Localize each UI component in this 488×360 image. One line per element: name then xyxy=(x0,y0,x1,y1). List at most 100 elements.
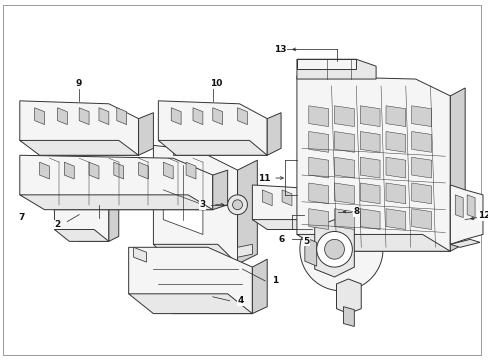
Text: 9: 9 xyxy=(76,78,82,87)
Polygon shape xyxy=(336,279,361,314)
Text: 12: 12 xyxy=(477,211,488,220)
Text: 4: 4 xyxy=(237,296,243,305)
Polygon shape xyxy=(237,160,257,264)
Polygon shape xyxy=(138,162,148,179)
Polygon shape xyxy=(20,140,138,155)
Polygon shape xyxy=(301,190,311,206)
Polygon shape xyxy=(128,294,252,314)
Polygon shape xyxy=(59,185,74,200)
Polygon shape xyxy=(99,108,109,125)
Polygon shape xyxy=(163,162,173,179)
Text: 3: 3 xyxy=(200,200,205,209)
Polygon shape xyxy=(343,307,354,327)
Polygon shape xyxy=(326,193,338,229)
Polygon shape xyxy=(186,162,196,179)
Polygon shape xyxy=(266,113,281,155)
Polygon shape xyxy=(308,106,328,127)
Polygon shape xyxy=(360,157,379,178)
Text: 13: 13 xyxy=(273,45,286,54)
Polygon shape xyxy=(252,220,326,229)
Circle shape xyxy=(227,195,247,215)
Polygon shape xyxy=(54,195,109,241)
Polygon shape xyxy=(35,108,44,125)
Polygon shape xyxy=(449,185,482,244)
Text: 6: 6 xyxy=(278,235,285,244)
Text: 5: 5 xyxy=(303,237,309,246)
Polygon shape xyxy=(57,108,67,125)
Polygon shape xyxy=(153,145,237,264)
Polygon shape xyxy=(282,190,291,206)
Text: 7: 7 xyxy=(19,213,25,222)
Polygon shape xyxy=(171,108,181,125)
Polygon shape xyxy=(385,183,405,204)
Polygon shape xyxy=(304,237,316,266)
Polygon shape xyxy=(173,140,203,155)
Polygon shape xyxy=(385,106,405,127)
Polygon shape xyxy=(79,185,94,200)
Polygon shape xyxy=(360,106,379,127)
Polygon shape xyxy=(296,234,449,251)
Polygon shape xyxy=(252,259,266,314)
Polygon shape xyxy=(360,183,379,204)
Polygon shape xyxy=(334,209,354,229)
Polygon shape xyxy=(449,88,464,251)
Polygon shape xyxy=(334,106,354,127)
Polygon shape xyxy=(314,220,354,277)
Polygon shape xyxy=(64,162,74,179)
Polygon shape xyxy=(109,202,119,241)
Polygon shape xyxy=(128,247,252,314)
Polygon shape xyxy=(114,162,123,179)
Text: 1: 1 xyxy=(271,276,278,285)
Polygon shape xyxy=(360,131,379,152)
Polygon shape xyxy=(308,157,328,178)
Polygon shape xyxy=(411,157,430,178)
Polygon shape xyxy=(411,209,430,229)
Polygon shape xyxy=(20,195,212,210)
Polygon shape xyxy=(466,195,474,217)
Polygon shape xyxy=(308,183,328,204)
Polygon shape xyxy=(212,170,227,210)
Text: 10: 10 xyxy=(209,78,222,87)
Polygon shape xyxy=(20,155,212,210)
Polygon shape xyxy=(308,131,328,152)
Polygon shape xyxy=(153,244,237,264)
Polygon shape xyxy=(138,113,153,155)
Polygon shape xyxy=(237,108,247,125)
Polygon shape xyxy=(193,108,203,125)
Polygon shape xyxy=(89,162,99,179)
Polygon shape xyxy=(117,108,126,125)
Polygon shape xyxy=(212,108,222,125)
Polygon shape xyxy=(411,131,430,152)
Polygon shape xyxy=(385,131,405,152)
Text: 8: 8 xyxy=(352,207,359,216)
Polygon shape xyxy=(158,140,266,155)
Polygon shape xyxy=(296,76,449,251)
Polygon shape xyxy=(308,209,328,229)
Polygon shape xyxy=(385,157,405,178)
Polygon shape xyxy=(79,108,89,125)
Polygon shape xyxy=(296,59,356,69)
Polygon shape xyxy=(20,101,138,155)
Circle shape xyxy=(316,231,352,267)
Polygon shape xyxy=(454,195,462,217)
Polygon shape xyxy=(296,59,375,79)
Polygon shape xyxy=(411,183,430,204)
Polygon shape xyxy=(252,185,326,229)
Circle shape xyxy=(299,208,382,291)
Polygon shape xyxy=(133,247,146,262)
Polygon shape xyxy=(449,239,479,247)
Polygon shape xyxy=(360,209,379,229)
Polygon shape xyxy=(158,101,266,155)
Polygon shape xyxy=(334,183,354,204)
Circle shape xyxy=(232,200,242,210)
Text: 11: 11 xyxy=(258,174,270,183)
Polygon shape xyxy=(237,244,252,257)
Polygon shape xyxy=(334,131,354,152)
Polygon shape xyxy=(54,229,109,241)
Polygon shape xyxy=(334,157,354,178)
Polygon shape xyxy=(40,162,49,179)
Polygon shape xyxy=(385,209,405,229)
Polygon shape xyxy=(163,165,203,234)
Text: 2: 2 xyxy=(54,220,61,229)
Polygon shape xyxy=(411,106,430,127)
